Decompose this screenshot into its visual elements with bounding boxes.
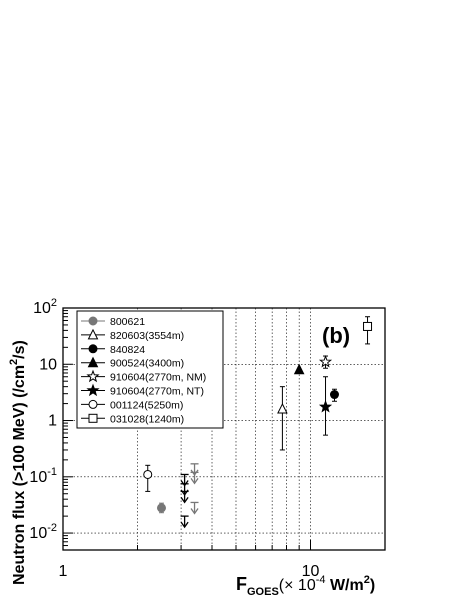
legend-marker-910604(2770m, NT) [86, 383, 100, 397]
data-point-910604(2770m, NT) [318, 399, 333, 413]
y-axis-label-close: /s) [11, 340, 28, 359]
legend-marker-900524(3400m) [87, 356, 99, 368]
data-point-800621 [156, 503, 166, 513]
upper-limit-arrow [190, 477, 199, 485]
y-tick-label: 10-2 [29, 522, 57, 542]
data-point-031028(1240m) [363, 321, 373, 331]
legend-label: 910604(2770m, NM) [110, 372, 206, 384]
legend-label: 820603(3554m) [110, 330, 184, 342]
data-point-001124(5250m) [143, 469, 153, 479]
x-axis-label-rest: (× 10 [279, 577, 316, 594]
legend-marker-820603(3554m) [87, 328, 99, 340]
data-point-840824 [329, 390, 339, 400]
x-axis-label-close: ) [370, 577, 375, 594]
y-tick-label: 10-1 [29, 466, 57, 486]
x-tick-label: 10 [302, 563, 320, 580]
x-axis-label: FGOES(× 10-4 W/m2) [236, 574, 375, 598]
legend: 800621 820603(3554m) 840824 900524(3400m) 91… [76, 310, 224, 429]
x-axis-label-unit-exp: 2 [364, 574, 370, 586]
upper-limit-arrow [180, 497, 189, 504]
legend-marker-031028(1240m) [88, 413, 98, 423]
x-tick-label: 1 [59, 563, 68, 580]
upper-limit-arrow [180, 521, 189, 529]
y-tick-label: 1 [48, 413, 57, 430]
data-point-820603(3554m) [277, 402, 288, 414]
y-axis-label-exp: 2 [8, 359, 20, 365]
y-axis-label-main: Neutron flux (>100 MeV) (/cm [11, 365, 28, 585]
legend-marker-001124(5250m) [88, 399, 98, 409]
legend-marker-910604(2770m, NM) [86, 369, 100, 383]
data-marks [143, 316, 373, 529]
panel-label: (b) [322, 323, 350, 348]
legend-marker-800621 [88, 316, 98, 326]
data-point-900524(3400m) [293, 363, 305, 375]
legend-label: 840824 [110, 344, 145, 356]
legend-marker-840824 [88, 344, 98, 354]
upper-limit-arrow [190, 508, 199, 515]
legend-label: 900524(3400m) [110, 358, 184, 370]
x-axis-label-main: F [236, 574, 247, 594]
y-tick-label: 10 [39, 356, 57, 373]
x-axis-label-sub: GOES [247, 586, 279, 598]
data-point-910604(2770m, NM) [318, 355, 333, 368]
x-axis-label-unit: W/m [326, 577, 364, 594]
x-axis-label-exp: -4 [316, 574, 326, 586]
legend-label: 800621 [110, 316, 145, 328]
legend-label: 001124(5250m) [110, 399, 183, 411]
axis-ticks: 1 10 10-2 10-1 1 10 102 [29, 297, 386, 580]
y-axis-label: Neutron flux (>100 MeV) (/cm2/s) [8, 340, 28, 585]
legend-label: 910604(2770m, NT) [110, 386, 204, 398]
legend-label: 031028(1240m) [110, 413, 184, 425]
y-tick-label: 102 [33, 297, 57, 317]
legend-box [76, 310, 224, 429]
